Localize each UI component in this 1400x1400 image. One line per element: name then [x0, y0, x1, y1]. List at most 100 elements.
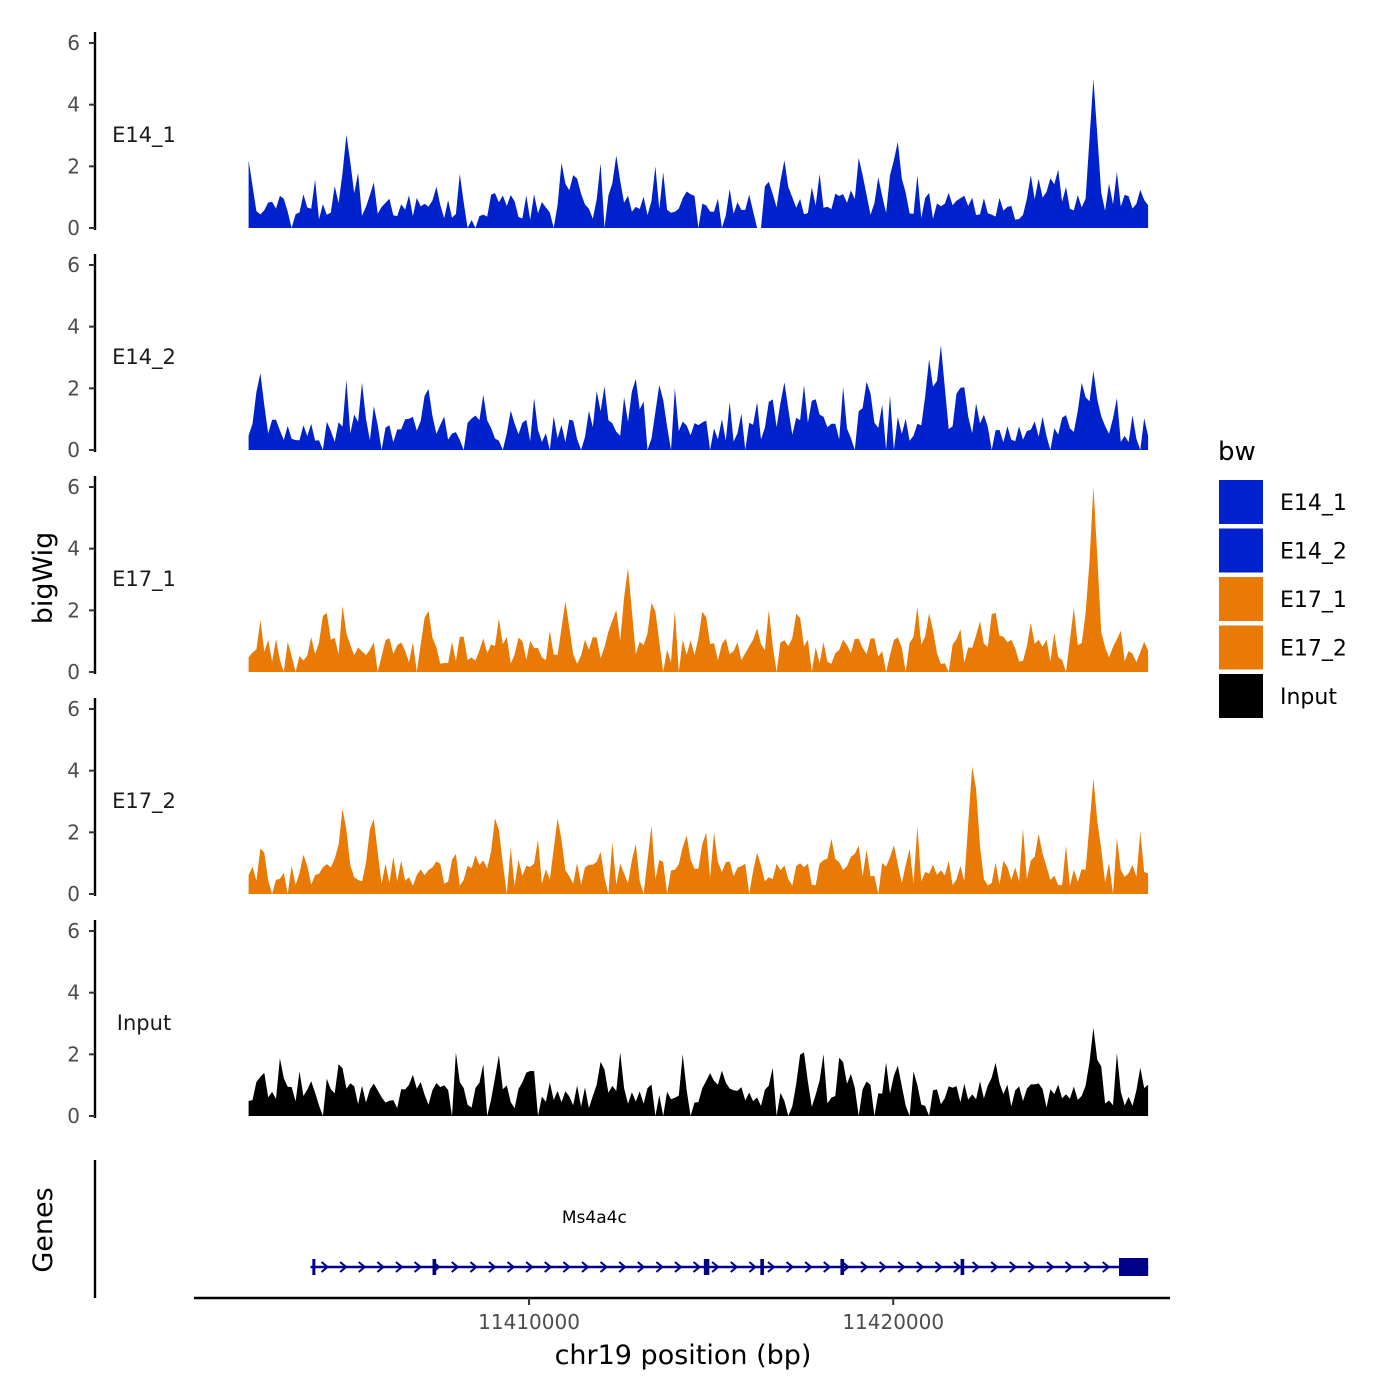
y-tick-label: 6 — [67, 475, 80, 499]
legend-title: bw — [1218, 437, 1256, 467]
track-e14-1: 0 2 4 6 E14_1 — [67, 31, 1149, 240]
y-tick-label: 0 — [67, 660, 80, 684]
genes-axis-title: Genes — [28, 1187, 59, 1272]
track-panels: 0 2 4 6 E14_1 0 2 4 6 E14_2 0 2 4 6 E17_1 0 2 4 6 E17_2 0 2 4 6… — [67, 31, 1149, 1128]
gene-name: Ms4a4c — [562, 1208, 627, 1228]
y-tick-label: 4 — [67, 315, 80, 339]
strand-arrow — [637, 1261, 646, 1273]
strand-arrow — [1083, 1261, 1092, 1273]
strand-arrow — [692, 1261, 702, 1273]
strand-arrow — [618, 1261, 627, 1273]
signal-area-e14-2 — [248, 345, 1149, 450]
legend-label: E17_1 — [1280, 588, 1347, 613]
strand-arrow — [562, 1261, 571, 1273]
y-tick-label: 6 — [67, 253, 80, 277]
exon-6 — [960, 1259, 965, 1275]
strand-arrow — [711, 1261, 720, 1273]
strand-arrow — [376, 1261, 385, 1273]
strand-arrow — [413, 1261, 423, 1273]
y-tick-label: 0 — [67, 882, 80, 906]
strand-arrow — [1027, 1261, 1036, 1273]
signal-area-e17-1 — [248, 486, 1149, 672]
strand-arrow — [655, 1261, 664, 1273]
strand-arrow — [860, 1261, 869, 1273]
legend-label: E17_2 — [1280, 637, 1347, 662]
strand-arrow — [674, 1261, 683, 1273]
legend: bw E14_1 E14_2 E17_1 E17_2 Input — [1218, 437, 1347, 718]
strand-arrow — [1009, 1261, 1018, 1273]
track-label: E14_2 — [112, 345, 176, 370]
track-input: 0 2 4 6 Input — [67, 919, 1149, 1128]
y-tick-label: 6 — [67, 31, 80, 55]
x-axis-title: chr19 position (bp) — [555, 1340, 812, 1371]
strand-arrow — [767, 1261, 776, 1273]
exon-7 — [1119, 1258, 1149, 1276]
y-axis-title: bigWig — [28, 532, 59, 625]
strand-arrow — [395, 1261, 404, 1273]
signal-area-e17-2 — [248, 766, 1149, 894]
track-e17-2: 0 2 4 6 E17_2 — [67, 697, 1149, 906]
strand-arrow — [748, 1261, 757, 1273]
legend-label: Input — [1280, 685, 1337, 710]
track-label: Input — [117, 1011, 171, 1035]
track-e17-1: 0 2 4 6 E17_1 — [67, 475, 1149, 684]
strand-arrow — [785, 1261, 795, 1273]
y-tick-label: 0 — [67, 1104, 80, 1128]
strand-arrow — [841, 1261, 850, 1273]
strand-arrow — [990, 1261, 999, 1273]
strand-arrow — [897, 1261, 906, 1273]
track-e14-2: 0 2 4 6 E14_2 — [67, 253, 1149, 462]
y-tick-label: 4 — [67, 93, 80, 117]
strand-arrow — [878, 1261, 888, 1273]
legend-key-e17-2 — [1219, 625, 1263, 670]
y-tick-label: 6 — [67, 919, 80, 943]
exon-5 — [840, 1259, 845, 1275]
strand-arrow — [934, 1261, 943, 1273]
legend-label: E14_1 — [1280, 491, 1347, 516]
x-axis: 11410000 11420000 — [194, 1296, 1170, 1334]
strand-arrow — [320, 1261, 330, 1273]
exon-1 — [312, 1259, 316, 1275]
legend-key-e17-1 — [1219, 577, 1263, 621]
strand-arrow — [358, 1261, 367, 1273]
strand-arrow — [953, 1261, 962, 1273]
y-tick-label: 2 — [67, 376, 80, 400]
strand-arrow — [1064, 1261, 1074, 1273]
strand-arrow — [581, 1261, 590, 1273]
track-label: E14_1 — [112, 123, 176, 148]
strand-arrow — [544, 1261, 553, 1273]
strand-arrow — [506, 1261, 516, 1273]
x-tick-label: 11420000 — [842, 1310, 944, 1334]
y-tick-label: 4 — [67, 537, 80, 561]
strand-arrow — [916, 1261, 925, 1273]
x-tick-label: 11410000 — [478, 1310, 580, 1334]
y-tick-label: 2 — [67, 154, 80, 178]
exon-4 — [760, 1259, 764, 1275]
strand-arrow — [1046, 1261, 1055, 1273]
y-tick-label: 6 — [67, 697, 80, 721]
strand-arrow — [971, 1261, 981, 1273]
strand-arrow — [469, 1261, 478, 1273]
strand-arrow — [1102, 1261, 1111, 1273]
exon-3 — [703, 1259, 710, 1275]
y-tick-label: 2 — [67, 598, 80, 622]
track-label: E17_2 — [112, 789, 176, 814]
signal-area-input — [248, 1027, 1149, 1116]
y-tick-label: 0 — [67, 216, 80, 240]
genes-panel: Ms4a4c — [93, 1160, 1149, 1298]
signal-area-e14-1 — [248, 78, 1149, 229]
y-tick-label: 2 — [67, 1042, 80, 1066]
strand-arrow — [730, 1261, 739, 1273]
y-tick-label: 0 — [67, 438, 80, 462]
strand-arrow — [525, 1261, 534, 1273]
legend-key-input — [1219, 674, 1263, 718]
exon-2 — [432, 1259, 437, 1275]
y-tick-label: 2 — [67, 820, 80, 844]
strand-arrow — [599, 1261, 609, 1273]
legend-label: E14_2 — [1280, 540, 1347, 565]
track-label: E17_1 — [112, 567, 176, 592]
y-tick-label: 4 — [67, 759, 80, 783]
legend-key-e14-1 — [1219, 480, 1263, 524]
strand-arrow — [823, 1261, 832, 1273]
